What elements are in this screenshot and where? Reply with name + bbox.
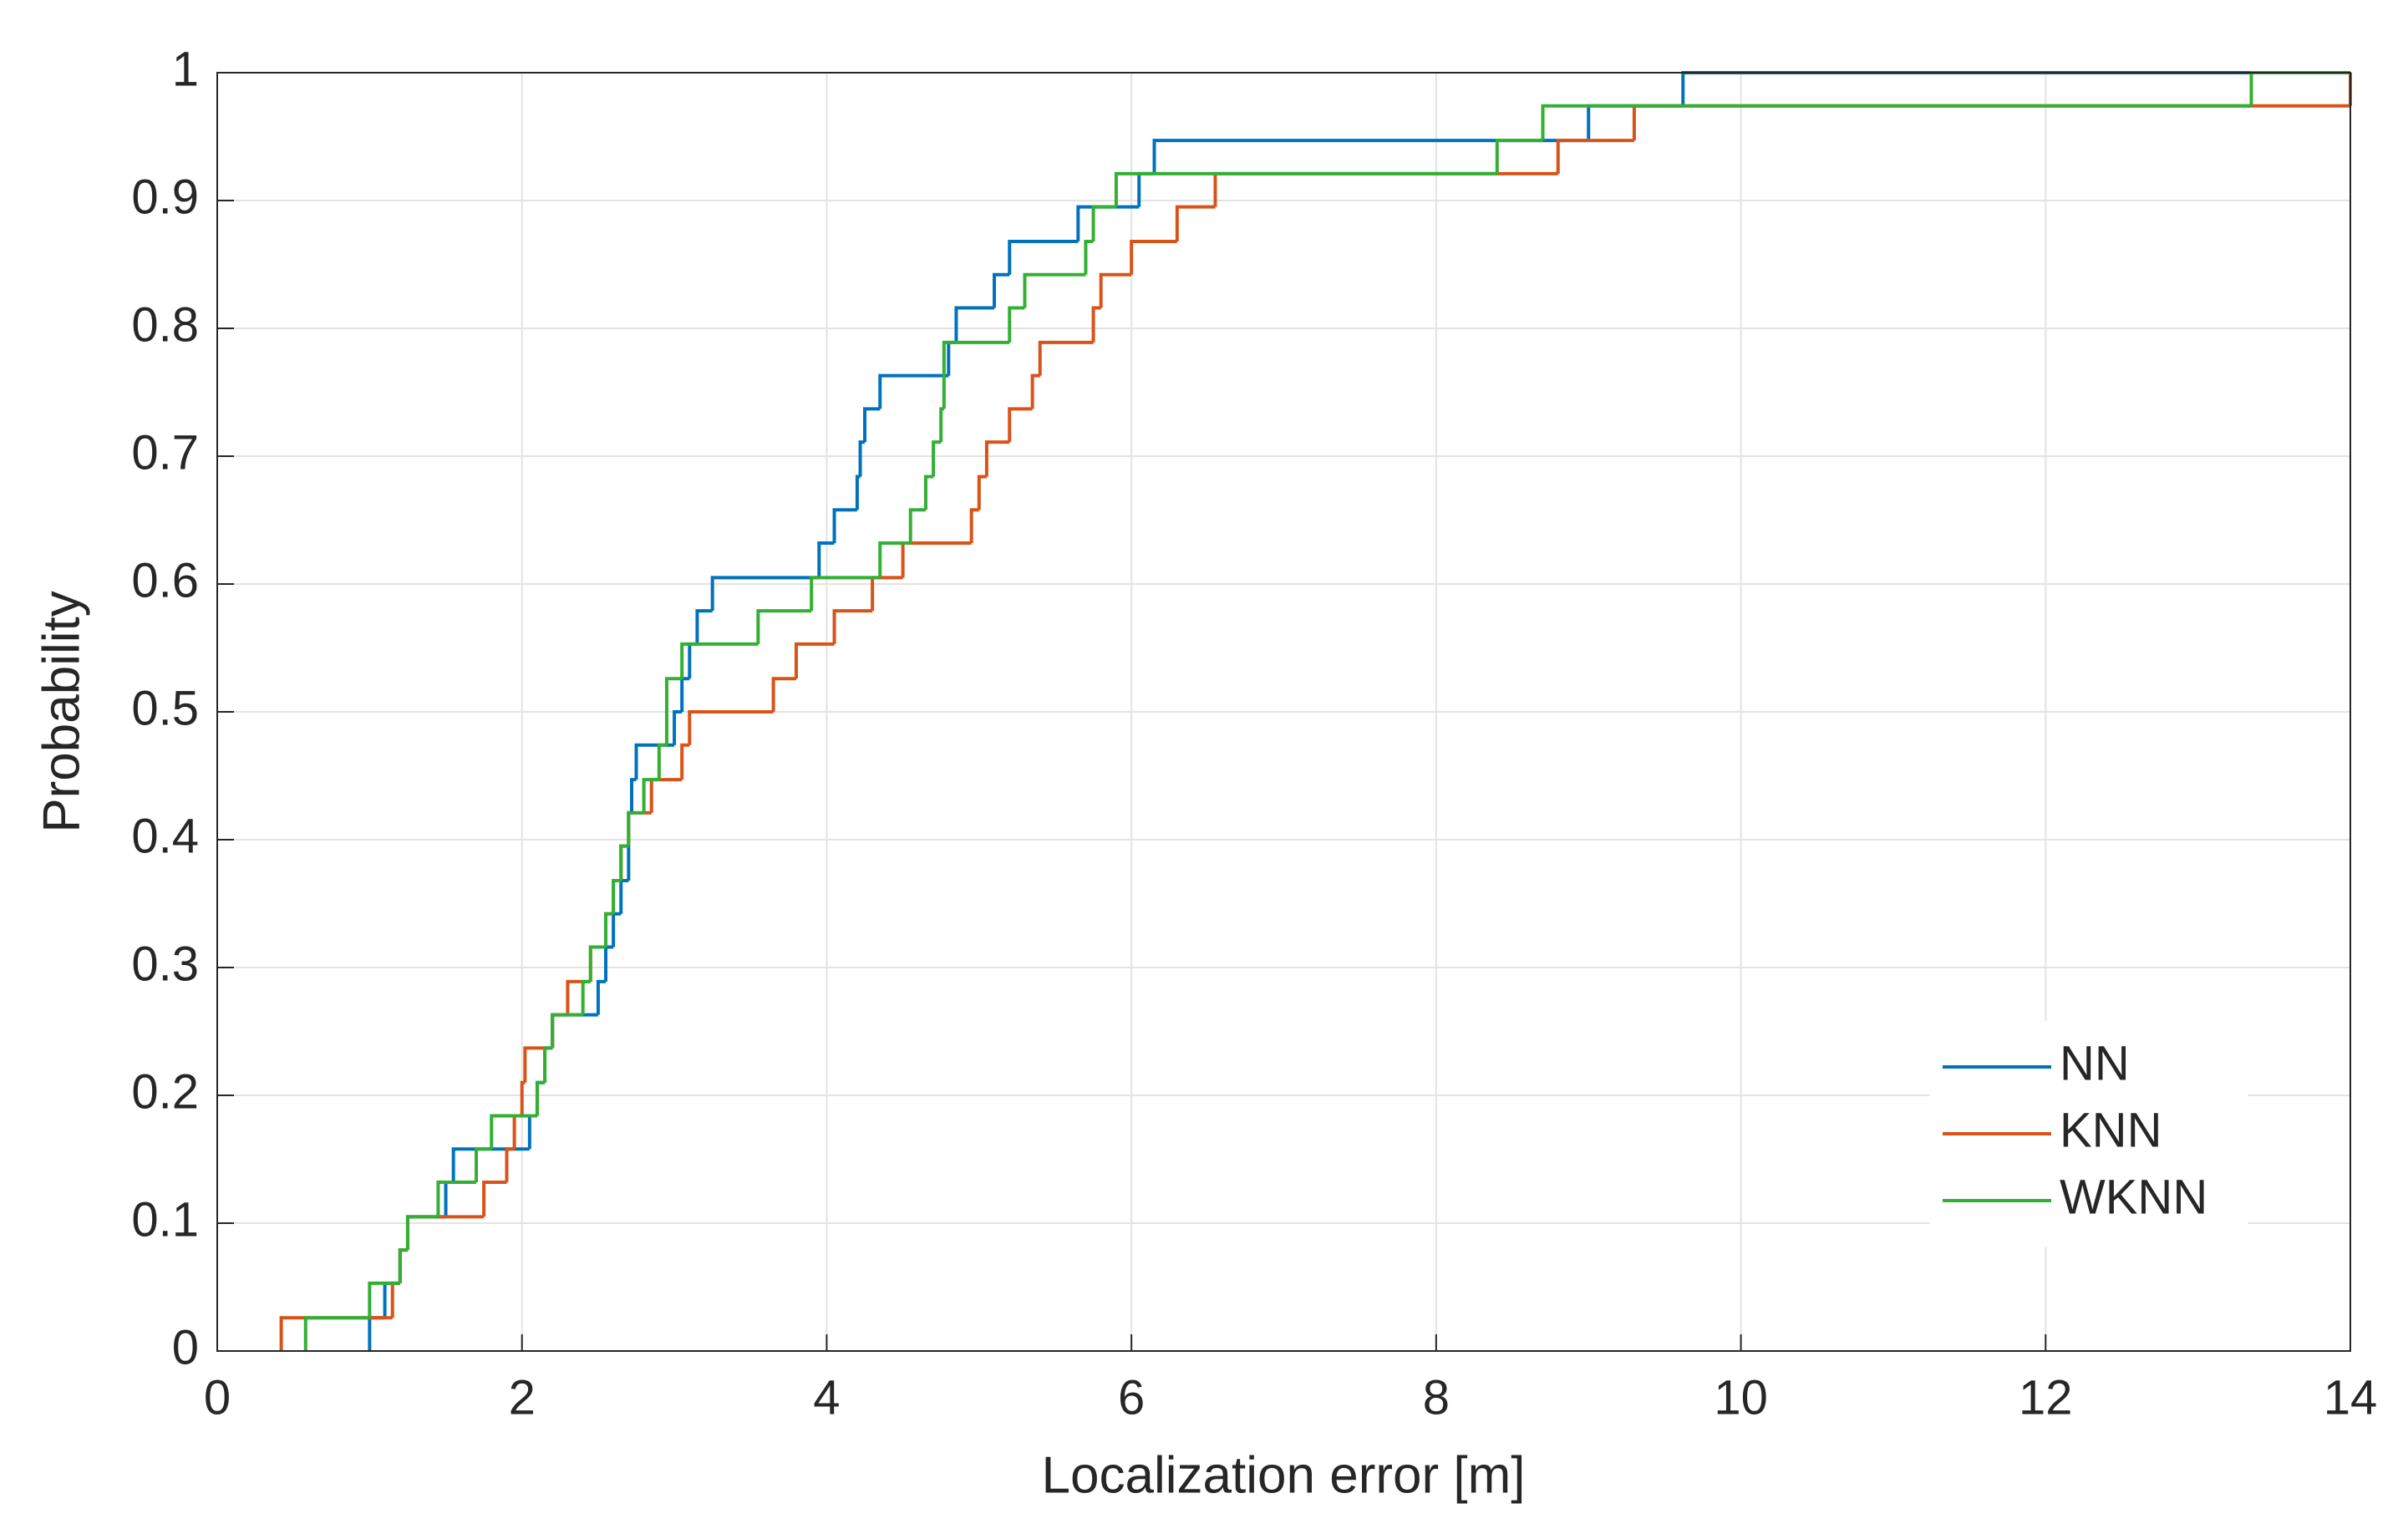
step (505, 1147, 515, 1183)
step (954, 306, 995, 343)
step (680, 642, 759, 679)
step (878, 541, 911, 578)
step (878, 373, 949, 409)
plot-frame (216, 72, 2351, 1352)
y-tick-label: 0.2 (131, 1064, 199, 1119)
step (1175, 205, 1216, 241)
step (771, 677, 796, 712)
x-axis-label: Localization error [m] (1042, 1446, 1526, 1504)
step (543, 1046, 553, 1083)
y-tick-label: 0.8 (131, 297, 199, 352)
step (405, 1215, 439, 1251)
step (832, 609, 873, 644)
step (1030, 373, 1040, 409)
x-tick-label: 8 (1423, 1370, 1450, 1425)
step (908, 508, 926, 544)
step (588, 945, 607, 982)
step (482, 1181, 507, 1217)
step (612, 878, 622, 914)
step (942, 340, 1010, 409)
y-tick-label: 0.6 (131, 553, 199, 607)
step (581, 979, 591, 1015)
step (810, 576, 881, 612)
step (1130, 239, 1177, 275)
step (1099, 272, 1132, 308)
step (710, 576, 820, 612)
step (1091, 205, 1116, 241)
step (436, 1181, 477, 1217)
y-tick-label: 0.1 (131, 1192, 199, 1247)
step (1152, 139, 1589, 174)
step (794, 642, 835, 679)
step (551, 1013, 583, 1049)
step (977, 475, 987, 510)
legend-label: WKNN (2060, 1170, 2207, 1224)
step (303, 1316, 370, 1351)
step (688, 710, 774, 745)
step (642, 778, 659, 813)
step (695, 609, 713, 644)
step (604, 912, 614, 947)
step (1495, 139, 1543, 174)
step (535, 1080, 546, 1116)
step (756, 609, 812, 644)
step (475, 1147, 492, 1183)
x-tick-label: 12 (2019, 1370, 2073, 1425)
step (1114, 171, 1497, 207)
step (932, 440, 942, 477)
step (368, 1281, 400, 1318)
x-tick-label: 14 (2324, 1370, 2378, 1425)
step (1084, 239, 1094, 275)
x-tick-label: 6 (1118, 1370, 1145, 1425)
x-tick-label: 4 (813, 1370, 840, 1425)
step (1091, 306, 1101, 343)
legend-label: NN (2060, 1036, 2130, 1090)
x-tick-label: 0 (204, 1370, 231, 1425)
step (627, 810, 644, 846)
y-tick-label: 0.3 (131, 937, 199, 991)
step (969, 508, 979, 544)
step (398, 1248, 408, 1283)
y-tick-label: 1 (172, 42, 199, 96)
step (863, 407, 881, 443)
step (1038, 340, 1094, 376)
step (1008, 306, 1025, 343)
step (1023, 272, 1086, 308)
step (817, 541, 835, 578)
step (832, 508, 857, 544)
y-tick-label: 0.7 (131, 425, 199, 480)
x-tick-label: 10 (1714, 1370, 1768, 1425)
step (1008, 239, 1079, 275)
y-axis-label: Probability (33, 591, 90, 832)
step (1541, 104, 2252, 141)
step (619, 844, 629, 881)
legend-label: KNN (2060, 1103, 2162, 1157)
step (490, 1114, 537, 1150)
step (1008, 407, 1033, 443)
step (680, 743, 690, 780)
step (596, 979, 607, 1015)
y-tick-label: 0.5 (131, 681, 199, 735)
step (993, 272, 1010, 308)
x-tick-label: 2 (509, 1370, 536, 1425)
step (657, 743, 667, 780)
step (664, 677, 683, 745)
step (451, 1147, 530, 1183)
step (1076, 205, 1140, 241)
step (673, 710, 683, 745)
y-tick-label: 0.4 (131, 809, 199, 863)
step (984, 440, 1010, 477)
y-tick-label: 0.9 (131, 170, 199, 224)
step (923, 475, 934, 510)
y-tick-label: 0 (172, 1320, 199, 1374)
step (1556, 139, 1634, 174)
